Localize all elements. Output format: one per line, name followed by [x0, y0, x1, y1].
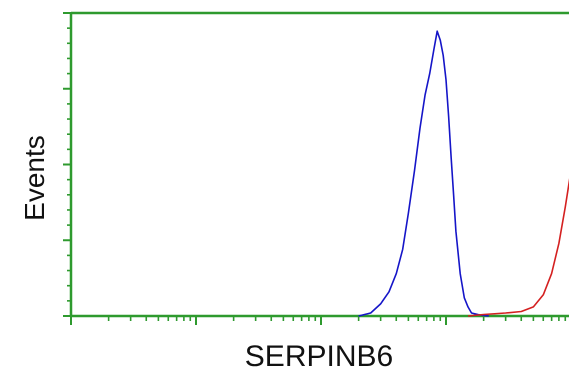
series-layer	[358, 30, 569, 317]
axis-ticks	[63, 12, 567, 325]
y-axis-title: Events	[19, 135, 50, 221]
histogram-series-2	[467, 178, 569, 317]
x-axis-title: SERPINB6	[245, 340, 393, 373]
histogram-series-1	[358, 30, 489, 317]
